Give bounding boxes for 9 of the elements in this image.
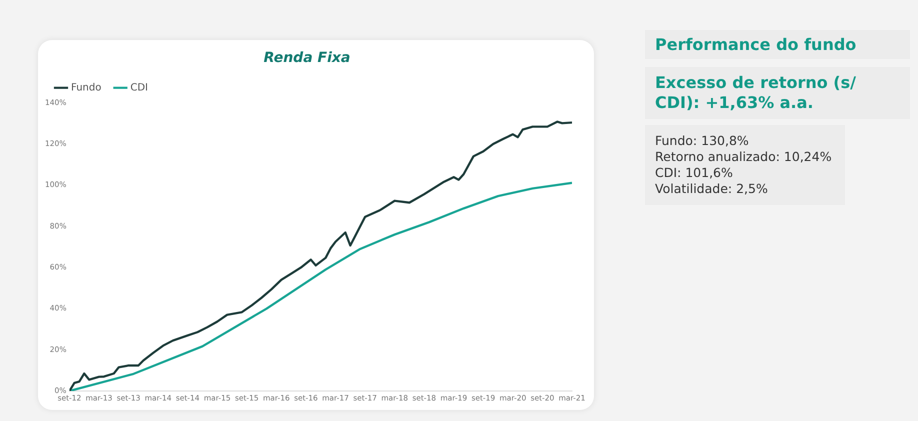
text: Retorno anualizado: 10,24% [655,149,833,165]
text: Volatilidade: 2,5% [655,181,769,197]
text: Fundo: 130,8% [655,133,750,149]
text: CDI: 101,6% [655,165,734,181]
chart-title: Renda Fixa [264,50,350,66]
text: Performance do fundo [645,30,910,59]
legend-label: CDI [130,82,148,94]
legend-label: Fundo [71,82,102,94]
text: Excesso de retorno (s/ CDI): +1,63% a.a. [645,67,910,119]
